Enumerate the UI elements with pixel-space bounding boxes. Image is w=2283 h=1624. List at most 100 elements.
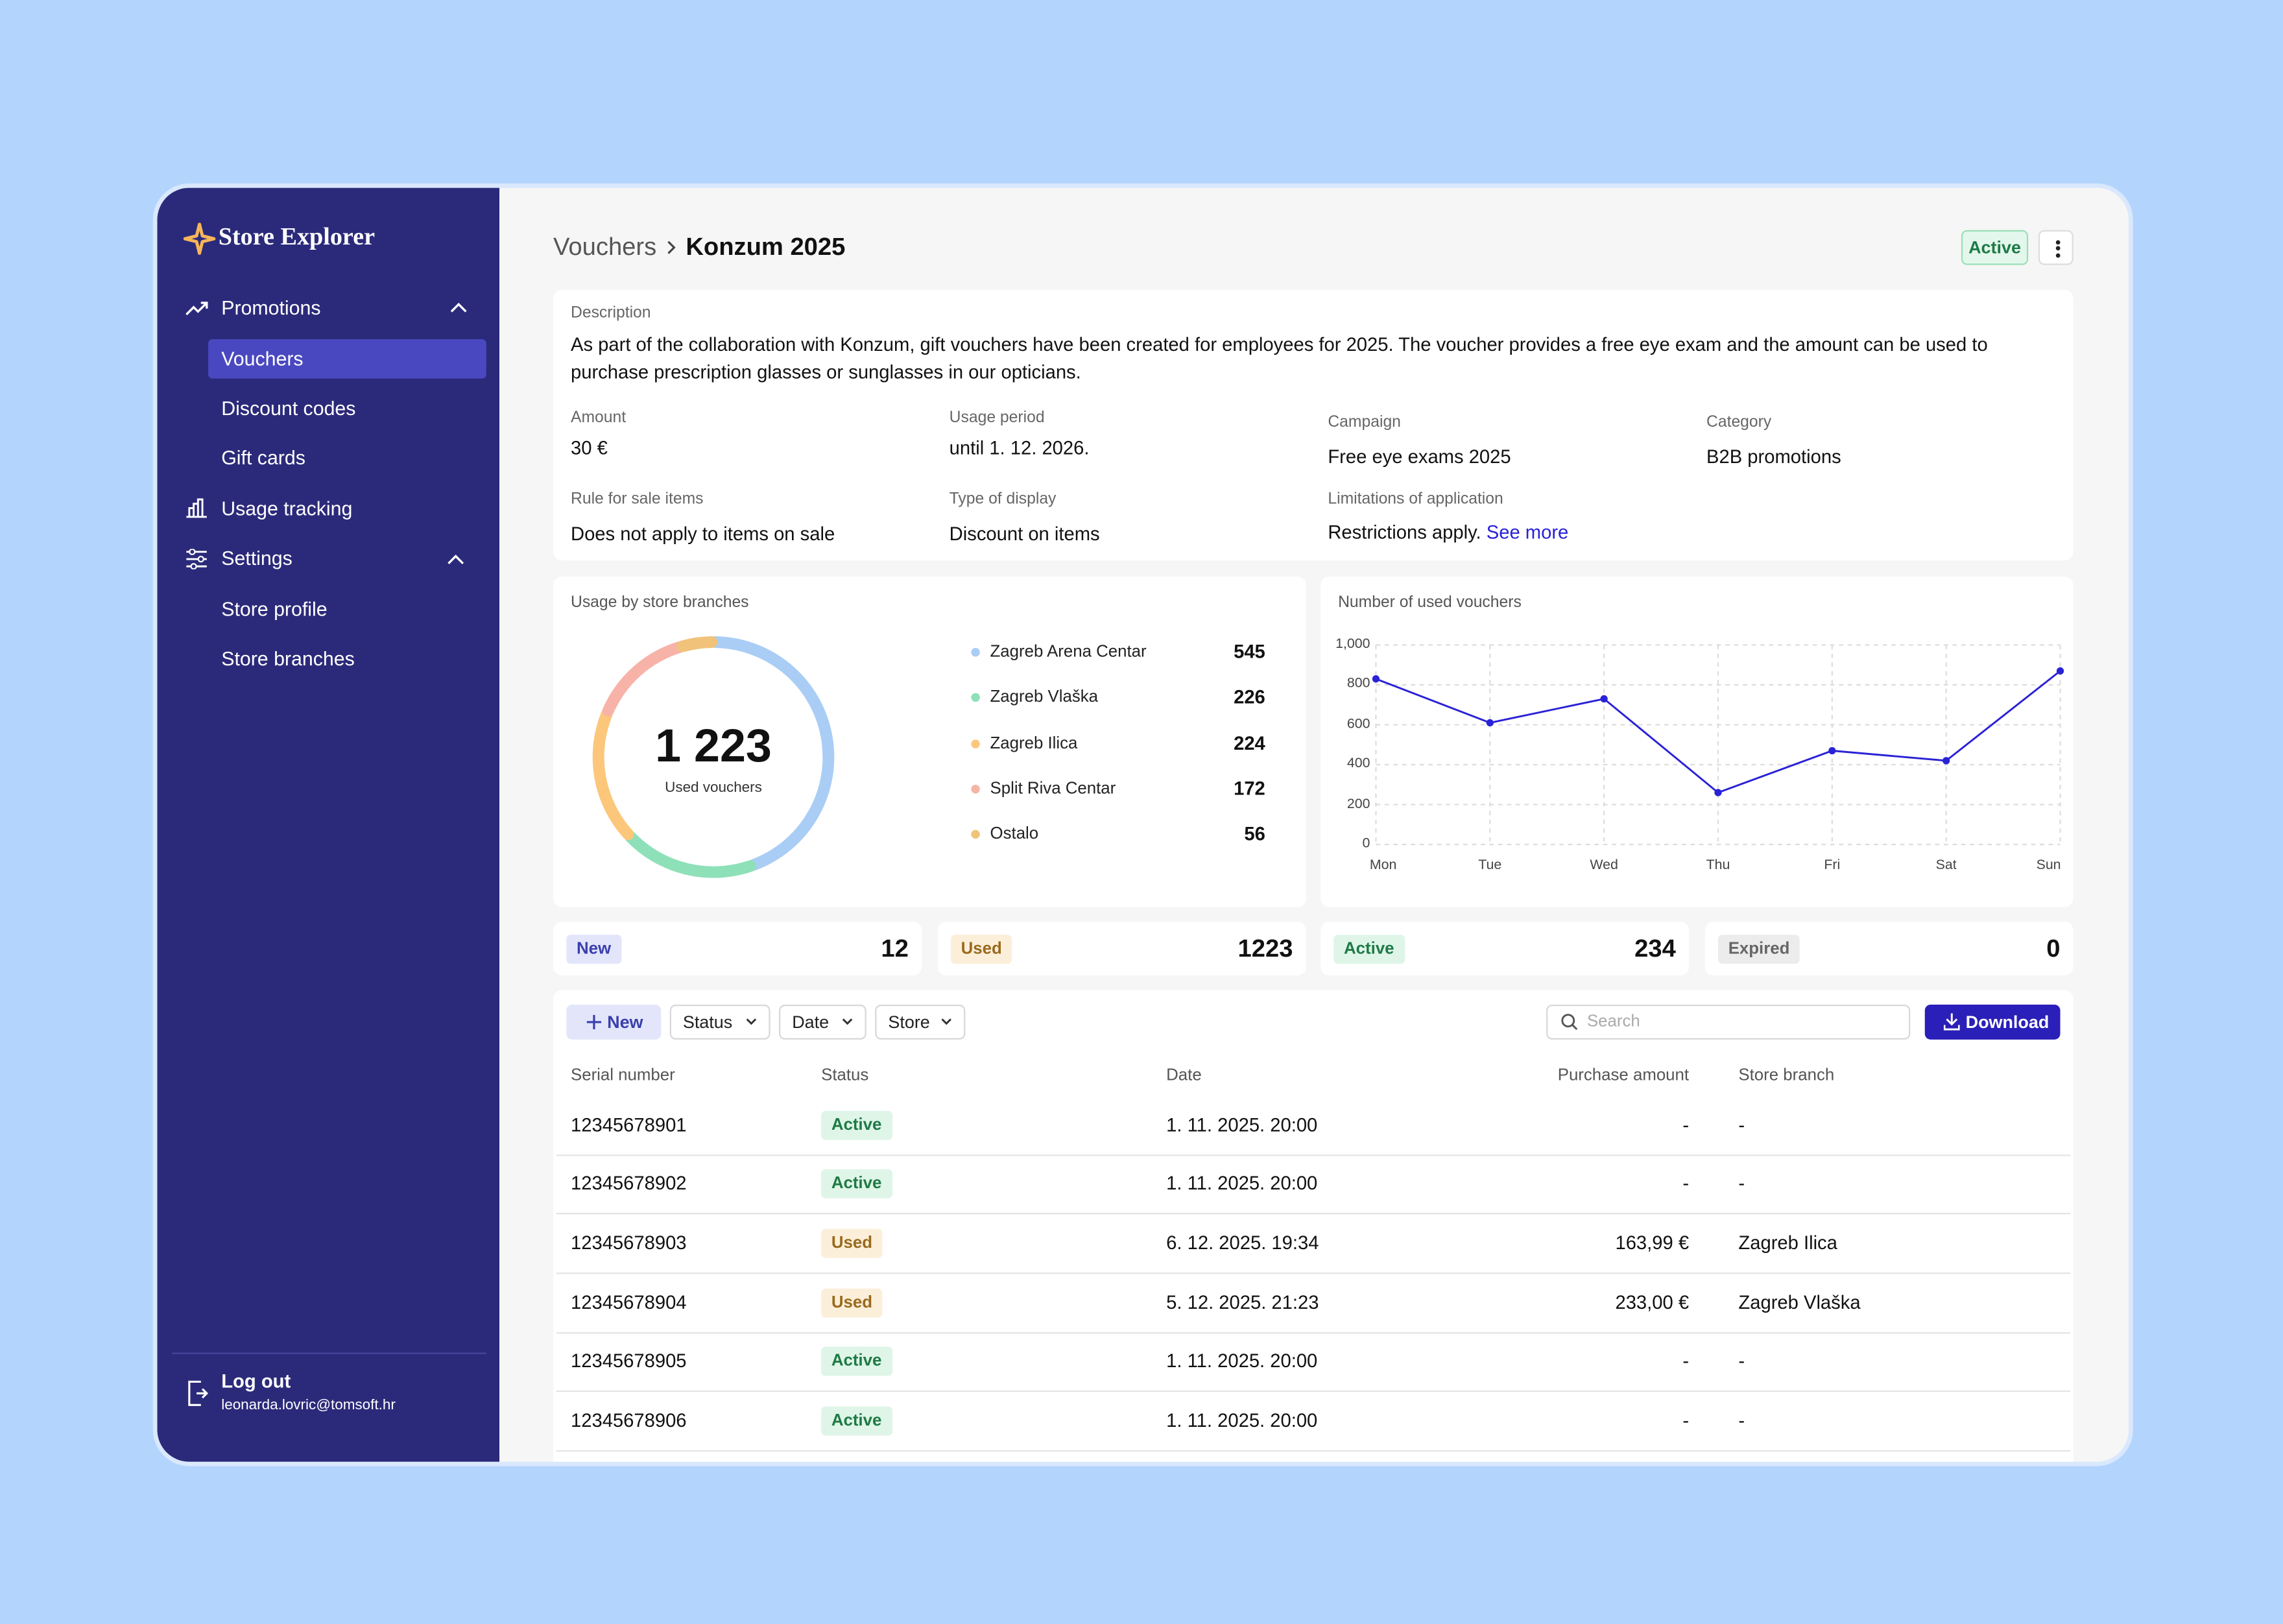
point [1372, 675, 1380, 683]
cell: - [1682, 1172, 1690, 1195]
promotions-icon [185, 302, 208, 316]
collapse-icon[interactable] [447, 553, 464, 565]
table-panel: New Status Date Store Search Download Serial n… [553, 990, 2074, 1462]
column-header: Store branch [1738, 1067, 1835, 1085]
field-label: Campaign [1328, 413, 1401, 431]
x-tick-label: Fri [1824, 857, 1841, 874]
status-text: Active [1968, 237, 2021, 258]
cell: 163,99 € [1615, 1231, 1690, 1254]
filter-dropdown[interactable]: Status [669, 1004, 771, 1040]
x-tick-label: Tue [1478, 857, 1502, 874]
stat-value: 12 [881, 934, 909, 962]
legend-label: Ostalo [990, 826, 1039, 844]
serial-number: 12345678903 [571, 1231, 687, 1254]
legend-dot [971, 784, 980, 794]
filter-dropdown[interactable]: Store [875, 1004, 966, 1040]
field-value: Free eye exams 2025 [1328, 445, 1511, 468]
cell: - [1738, 1350, 1745, 1372]
dropdown-icon [746, 1018, 757, 1025]
stat-value: 0 [2046, 934, 2061, 962]
point [1486, 719, 1494, 727]
y-tick-label: 1,000 [1335, 636, 1370, 652]
legend-label: Zagreb Arena Centar [990, 643, 1147, 662]
legend-value: 224 [1234, 732, 1265, 754]
row-divider [556, 1450, 2071, 1452]
logout-icon[interactable] [185, 1380, 208, 1406]
search-placeholder: Search [1586, 1013, 1640, 1031]
point [2056, 667, 2064, 675]
chevron [746, 1018, 757, 1025]
nav-item[interactable]: Promotions [221, 296, 321, 319]
field-label: Description [571, 304, 651, 322]
see-more-text[interactable]: See more [1486, 521, 1569, 543]
filter-dropdown[interactable]: Date [779, 1004, 867, 1040]
sub-nav-item[interactable]: Store profile [221, 598, 328, 621]
sidebar: Store Explorer Promotions Vouchers Discount… [157, 187, 500, 1462]
status-badge: Active [1333, 934, 1405, 964]
breadcrumb-current: Konzum 2025 [686, 233, 846, 261]
cell: - [1682, 1113, 1690, 1135]
status-badge: Used [821, 1228, 883, 1258]
collapse-icon[interactable] [450, 302, 468, 313]
donut-panel: Usage by store branches Zagreb Arena Cent… [553, 576, 1306, 907]
cell: - [1682, 1350, 1690, 1372]
field-value: until 1. 12. 2026. [949, 436, 1090, 459]
sub-nav-item[interactable]: Vouchers [221, 348, 304, 370]
donut-segment [625, 831, 756, 878]
field-value: 30 € [571, 436, 608, 459]
dot [2055, 239, 2060, 245]
row-divider [556, 1391, 2071, 1392]
serial-number: 12345678905 [571, 1350, 687, 1372]
serial-number: 12345678906 [571, 1409, 687, 1431]
dot [2055, 252, 2060, 257]
donut-total: 1 223 [655, 719, 772, 772]
point [1600, 695, 1608, 703]
donut-segment [676, 636, 718, 652]
legend-dot [971, 739, 980, 748]
sub-nav-item[interactable]: Gift cards [221, 447, 305, 469]
sub-nav-item[interactable]: Discount codes [221, 397, 356, 420]
column-header: Purchase amount [1557, 1067, 1690, 1085]
cell: 1. 11. 2025. 20:00 [1166, 1172, 1318, 1195]
download-icon [1943, 1013, 1960, 1031]
cell: Zagreb Vlaška [1738, 1291, 1861, 1313]
search-input[interactable]: Search [1546, 1004, 1911, 1040]
field-label: Limitations of application [1328, 490, 1503, 508]
logout-label[interactable]: Log out [221, 1370, 291, 1392]
x-tick-label: Wed [1590, 857, 1618, 874]
cell: - [1738, 1113, 1745, 1135]
column-header: Serial number [571, 1067, 675, 1085]
download-button[interactable]: Download [1924, 1004, 2061, 1040]
nav-item[interactable]: Settings [221, 547, 293, 569]
active-nav-bg[interactable] [208, 339, 486, 379]
status-badge: Active [821, 1406, 892, 1436]
legend-dot [971, 647, 980, 657]
status-badge: Used [821, 1287, 883, 1317]
cell: 5. 12. 2025. 21:23 [1166, 1291, 1319, 1313]
legend-dot [971, 830, 980, 839]
dropdown-icon [842, 1018, 853, 1025]
legend-dot [971, 693, 980, 702]
point [1828, 746, 1836, 755]
x-tick-label: Sat [1935, 857, 1957, 874]
logo-icon [183, 222, 216, 255]
row-divider [556, 1213, 2071, 1215]
status-badge: Active [821, 1169, 892, 1199]
details-panel [553, 289, 2074, 561]
breadcrumb-link[interactable]: Vouchers [553, 233, 657, 261]
nav-item[interactable]: Usage tracking [221, 497, 353, 520]
more-button[interactable] [2038, 230, 2074, 265]
field-label: Usage period [949, 409, 1045, 427]
divider [171, 1352, 486, 1354]
serial-number: 12345678902 [571, 1172, 687, 1195]
see-more-link[interactable]: See more [1481, 521, 1569, 543]
stat-card: Expired 0 [1704, 922, 2074, 976]
status-badge: Active [821, 1347, 892, 1377]
field-value: Discount on items [949, 522, 1100, 545]
new-button[interactable]: New [566, 1004, 662, 1040]
point [1942, 757, 1950, 765]
sub-nav-item[interactable]: Store branches [221, 647, 355, 670]
stat-card: New 12 [553, 922, 922, 976]
